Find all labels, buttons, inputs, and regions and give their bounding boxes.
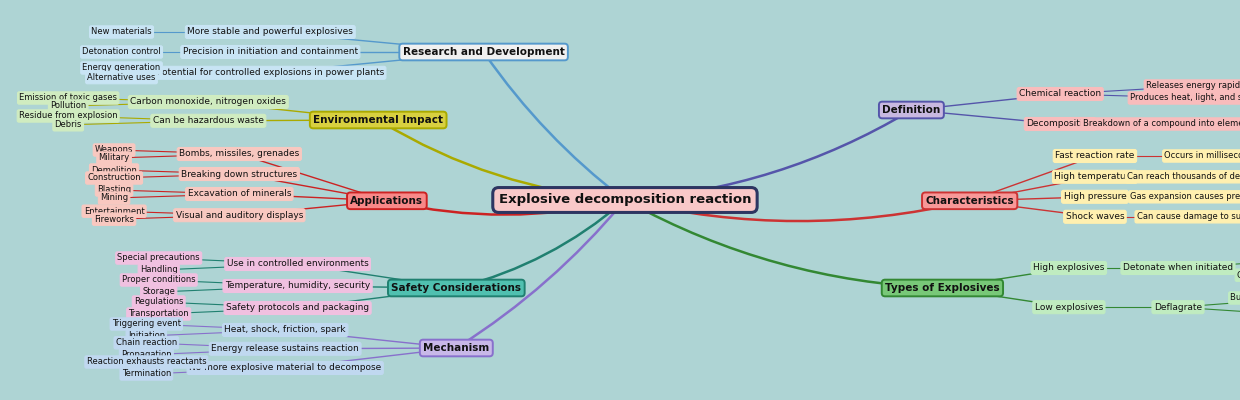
Text: Can cause damage to surroundings: Can cause damage to surroundings — [1137, 212, 1240, 221]
Text: Propagation: Propagation — [122, 350, 171, 359]
Text: Handling: Handling — [140, 266, 177, 274]
Text: Use in controlled environments: Use in controlled environments — [227, 260, 368, 268]
Text: Energy release sustains reaction: Energy release sustains reaction — [211, 344, 360, 353]
Text: Fast reaction rate: Fast reaction rate — [1055, 152, 1135, 160]
Text: Low explosives: Low explosives — [1034, 303, 1104, 312]
Text: Construction: Construction — [87, 174, 141, 182]
Text: Heat, shock, friction, spark: Heat, shock, friction, spark — [224, 326, 346, 334]
Text: Regulations: Regulations — [134, 298, 184, 306]
Text: Reaction exhausts reactants: Reaction exhausts reactants — [87, 358, 206, 366]
Text: Definition: Definition — [883, 105, 940, 115]
Text: Military: Military — [98, 154, 130, 162]
Text: Initiation: Initiation — [128, 332, 165, 340]
Text: Special precautions: Special precautions — [118, 254, 200, 262]
Text: More stable and powerful explosives: More stable and powerful explosives — [187, 28, 353, 36]
Text: Emission of toxic gases: Emission of toxic gases — [19, 94, 118, 102]
Text: High pressure: High pressure — [1064, 192, 1126, 201]
Text: Produces heat, light, and sound: Produces heat, light, and sound — [1130, 94, 1240, 102]
Text: Temperature, humidity, security: Temperature, humidity, security — [224, 282, 371, 290]
Text: Storage: Storage — [143, 288, 175, 296]
Text: Debris: Debris — [55, 120, 82, 129]
Text: Residue from explosion: Residue from explosion — [19, 112, 118, 120]
Text: No more explosive material to decompose: No more explosive material to decompose — [188, 364, 382, 372]
Text: Mining: Mining — [100, 194, 128, 202]
Text: Visual and auditory displays: Visual and auditory displays — [176, 211, 303, 220]
Text: Can be hazardous waste: Can be hazardous waste — [153, 116, 264, 125]
Text: Alternative uses: Alternative uses — [87, 73, 156, 82]
Text: New materials: New materials — [92, 28, 151, 36]
Text: Breakdown of a compound into elements or simpler compounds: Breakdown of a compound into elements or… — [1083, 120, 1240, 128]
Text: Research and Development: Research and Development — [403, 47, 564, 57]
Text: Energy generation: Energy generation — [82, 64, 161, 72]
Text: High temperature: High temperature — [1054, 172, 1136, 181]
Text: Can reach thousands of degrees Celsius: Can reach thousands of degrees Celsius — [1127, 172, 1240, 181]
Text: Commercial blasting agents: Commercial blasting agents — [1236, 271, 1240, 280]
Text: Shock waves: Shock waves — [1065, 212, 1125, 221]
Text: Mechanism: Mechanism — [423, 343, 490, 353]
Text: Applications: Applications — [351, 196, 423, 206]
Text: Fireworks: Fireworks — [94, 215, 134, 224]
Text: Burn rapidly but do not detonate: Burn rapidly but do not detonate — [1230, 294, 1240, 302]
Text: Chemical reaction: Chemical reaction — [1019, 90, 1101, 98]
Text: Potential for controlled explosions in power plants: Potential for controlled explosions in p… — [156, 68, 384, 77]
Text: Proper conditions: Proper conditions — [122, 276, 196, 284]
Text: Types of Explosives: Types of Explosives — [885, 283, 999, 293]
Text: Occurs in milliseconds: Occurs in milliseconds — [1164, 152, 1240, 160]
Text: Safety Considerations: Safety Considerations — [392, 283, 521, 293]
Text: Detonation control: Detonation control — [82, 48, 161, 56]
Text: Bombs, missiles, grenades: Bombs, missiles, grenades — [180, 150, 299, 158]
Text: Detonate when initiated: Detonate when initiated — [1123, 264, 1233, 272]
Text: Chain reaction: Chain reaction — [115, 338, 177, 347]
Text: Environmental Impact: Environmental Impact — [314, 115, 443, 125]
Text: Releases energy rapidly: Releases energy rapidly — [1146, 82, 1240, 90]
Text: High explosives: High explosives — [1033, 264, 1105, 272]
Text: Pollution: Pollution — [50, 102, 87, 110]
Text: Weapons: Weapons — [95, 146, 133, 154]
Text: Explosive decomposition reaction: Explosive decomposition reaction — [498, 194, 751, 206]
Text: Gas expansion causes pressure waves: Gas expansion causes pressure waves — [1131, 192, 1240, 201]
Text: Deflagrate: Deflagrate — [1154, 303, 1202, 312]
Text: Termination: Termination — [122, 370, 171, 378]
Text: Safety protocols and packaging: Safety protocols and packaging — [226, 304, 370, 312]
Text: Blasting: Blasting — [97, 186, 131, 194]
Text: Precision in initiation and containment: Precision in initiation and containment — [182, 48, 358, 56]
Text: Demolition: Demolition — [92, 166, 136, 174]
Text: Carbon monoxide, nitrogen oxides: Carbon monoxide, nitrogen oxides — [130, 98, 286, 106]
Text: Entertainment: Entertainment — [84, 207, 144, 216]
Text: Decomposition: Decomposition — [1027, 120, 1094, 128]
Text: Characteristics: Characteristics — [925, 196, 1014, 206]
Text: Triggering event: Triggering event — [112, 320, 181, 328]
Text: Transportation: Transportation — [129, 310, 188, 318]
Text: Breaking down structures: Breaking down structures — [181, 170, 298, 178]
Text: Excavation of minerals: Excavation of minerals — [187, 190, 291, 198]
